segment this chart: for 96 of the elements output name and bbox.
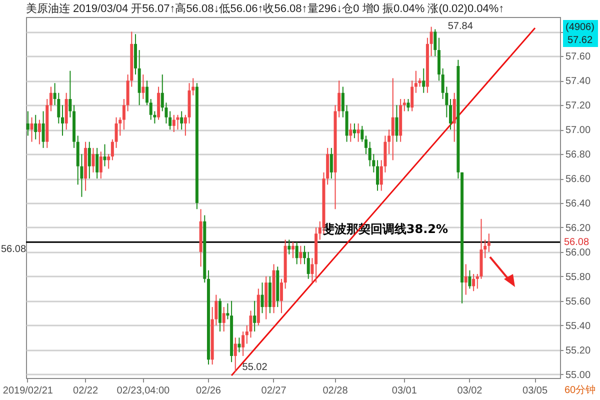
candlestick <box>303 245 306 265</box>
candlestick <box>172 114 176 133</box>
candlestick <box>226 302 230 320</box>
y-tick-label: 55.40 <box>566 320 591 332</box>
candlestick <box>184 114 187 136</box>
candlestick <box>88 141 91 180</box>
candlestick <box>484 239 487 259</box>
candlestick <box>176 114 180 130</box>
y-tick-label: 56.40 <box>566 198 591 210</box>
text: 56.08 <box>564 237 590 248</box>
x-tick-label: 02/28 <box>322 386 348 396</box>
candlestick <box>26 110 30 136</box>
y-tick-label: 55.60 <box>566 296 591 308</box>
candlestick <box>30 116 34 142</box>
x-tick-label: 02/27 <box>261 386 287 396</box>
candlestick <box>288 239 291 255</box>
candlestick <box>96 147 99 180</box>
candlestick <box>410 80 414 112</box>
candlestick <box>146 80 149 106</box>
x-tick-label: 02/22 <box>73 386 98 396</box>
y-tick-label: 56.80 <box>566 150 591 161</box>
candlestick <box>107 154 110 170</box>
candlestick <box>422 68 426 94</box>
candlestick <box>360 125 364 142</box>
candlestick <box>238 337 241 353</box>
candlestick <box>180 110 184 130</box>
candlestick <box>122 98 126 130</box>
text: 57.62 <box>567 35 593 46</box>
candlestick <box>260 282 264 314</box>
candlestick <box>434 28 437 57</box>
y-tick-label: 56.00 <box>566 247 591 258</box>
candlestick <box>352 122 356 139</box>
y-tick-label: 55.20 <box>566 345 591 356</box>
candlestick <box>222 306 226 332</box>
candlestick <box>38 119 41 145</box>
candlestick <box>468 270 472 290</box>
candlestick <box>114 116 118 148</box>
candlestick <box>402 98 406 112</box>
text: (4906) <box>566 22 594 33</box>
y-tick-label: 57.00 <box>566 125 591 136</box>
candlestick <box>142 74 145 100</box>
candlestick <box>388 129 391 155</box>
x-tick-label: 03/02 <box>457 386 483 396</box>
y-tick-label: 57.20 <box>566 100 591 112</box>
candlestick <box>234 337 237 372</box>
y-tick-label: 57.60 <box>566 52 591 63</box>
candlestick <box>168 110 172 130</box>
candlestick <box>110 138 114 161</box>
candlestick <box>242 331 245 356</box>
candlestick <box>449 98 452 130</box>
candlestick <box>103 144 106 167</box>
text: 60分钟 <box>564 384 596 396</box>
candlestick <box>42 110 45 148</box>
candlestick <box>253 300 256 332</box>
candlestick <box>280 278 283 314</box>
y-tick-label: 56.60 <box>566 174 591 186</box>
candlestick <box>310 258 314 284</box>
candlestick <box>487 233 490 252</box>
candlestick <box>92 147 95 173</box>
candlestick <box>356 122 360 142</box>
text: 56.08 <box>1 244 26 255</box>
candlestick <box>306 251 310 280</box>
x-tick-label: 2019/02/21 <box>2 386 54 396</box>
x-tick-label: 02/26 <box>196 386 222 396</box>
candlestick <box>68 70 72 118</box>
candlestick <box>292 242 294 259</box>
candlestick <box>395 104 398 142</box>
candlestick <box>34 114 38 140</box>
chart-title: 美原油连 2019/03/04 开56.07↑高56.08↓低56.06↑收56.08↑量296↓仓0 增0 振0.04% 涨(0.02)0.04%↑ <box>26 2 504 15</box>
candlestick <box>218 298 222 332</box>
candlestick <box>376 160 380 192</box>
candlestick <box>341 86 344 118</box>
y-tick-label: 55.00 <box>566 370 591 381</box>
x-tick-label: 03/05 <box>522 386 548 396</box>
candlestick <box>464 264 468 296</box>
candlestick <box>60 104 64 136</box>
candlestick <box>391 78 394 161</box>
candlestick <box>149 98 152 120</box>
candlestick <box>330 147 333 180</box>
candlestick <box>430 26 433 57</box>
candlestick <box>295 242 298 265</box>
annotation: 57.84 <box>448 21 474 32</box>
candlestick <box>364 135 368 155</box>
y-tick-label: 56.20 <box>566 222 591 234</box>
y-tick-label: 57.40 <box>566 76 591 88</box>
x-tick-label: 03/01 <box>392 386 418 396</box>
candlestick <box>349 122 352 142</box>
y-tick-label: 55.80 <box>566 272 591 283</box>
x-tick-label: 02/23,04:00 <box>116 386 170 396</box>
candlestick <box>406 98 410 112</box>
candlestick <box>414 70 418 94</box>
candlestick <box>99 151 102 180</box>
candlestick <box>472 273 476 292</box>
annotation: 55.02 <box>242 362 268 373</box>
candlestick <box>49 86 52 112</box>
candlestick <box>299 245 302 265</box>
